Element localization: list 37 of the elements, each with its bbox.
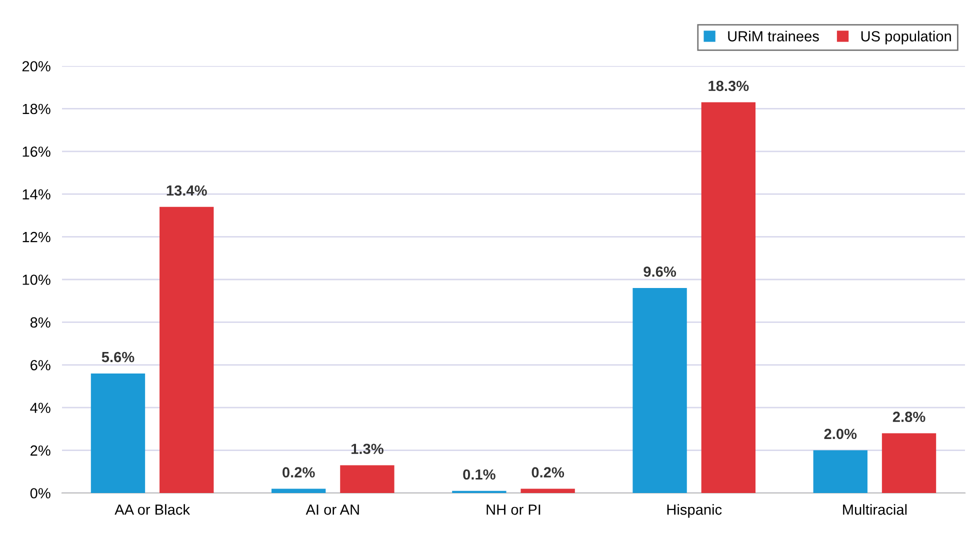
y-tick-label: 0%	[30, 488, 50, 498]
y-tick-label: 20%	[22, 61, 50, 72]
data-label: 0.1%	[463, 469, 496, 480]
x-tick-label: AA or Black	[114, 504, 190, 515]
x-tick-label: Hispanic	[667, 504, 722, 518]
bar	[271, 488, 326, 493]
y-tick-label: 18%	[22, 104, 50, 114]
y-tick-label: 10%	[22, 274, 50, 285]
data-label: 13.4%	[166, 185, 207, 196]
bar	[882, 433, 936, 493]
bar	[632, 288, 687, 493]
data-label: 2.8%	[892, 412, 926, 422]
data-label: 18.3%	[708, 80, 749, 92]
y-tick-label: 2%	[30, 445, 50, 456]
bar	[90, 373, 146, 493]
x-tick-label: AI or AN	[306, 504, 359, 515]
data-label: 9.6%	[644, 266, 676, 277]
x-tick-label: NH or PI	[486, 504, 540, 515]
bar	[813, 450, 868, 493]
y-tick-label: 6%	[30, 360, 50, 370]
data-label: 0.2%	[282, 467, 315, 478]
y-tick-label: 12%	[22, 232, 50, 242]
legend-label: URiM trainees	[728, 30, 819, 42]
y-tick-label: 4%	[30, 402, 50, 413]
data-label: 1.3%	[352, 444, 384, 454]
bar	[340, 465, 394, 493]
data-label: 2.0%	[824, 428, 857, 440]
legend-label: US population	[861, 30, 951, 44]
y-tick-label: 14%	[22, 189, 50, 200]
data-label: 0.2%	[532, 467, 564, 478]
bar	[520, 488, 575, 493]
y-tick-label: 8%	[30, 317, 50, 328]
y-tick-label: 16%	[22, 146, 50, 157]
bar	[701, 102, 756, 493]
x-tick-label: Multiracial	[843, 504, 907, 515]
bar	[160, 206, 214, 493]
data-label: 5.6%	[102, 352, 134, 362]
